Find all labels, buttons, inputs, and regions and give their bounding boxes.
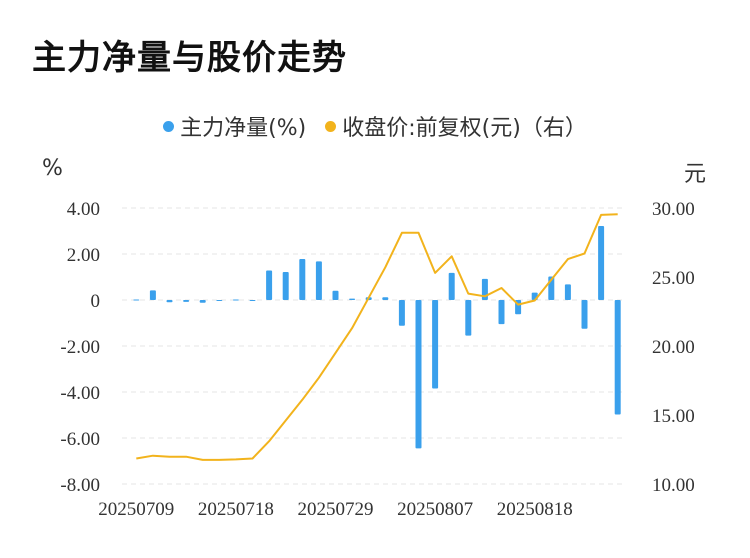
left-tick-label: -4.00 bbox=[60, 383, 100, 404]
bar bbox=[465, 300, 472, 336]
x-axis-ticks: 20250709 20250718 20250729 20250807 20250818 bbox=[98, 499, 572, 520]
legend-dot-bar bbox=[163, 120, 175, 132]
bar bbox=[415, 300, 422, 449]
bar bbox=[216, 300, 223, 301]
right-axis-ticks: 30.00 25.00 20.00 15.00 10.00 bbox=[652, 199, 695, 496]
bar bbox=[315, 261, 322, 300]
bar bbox=[498, 300, 505, 325]
bar bbox=[232, 299, 239, 301]
bar bbox=[564, 284, 571, 300]
right-tick-label: 30.00 bbox=[652, 199, 695, 220]
bar bbox=[332, 290, 339, 300]
bar bbox=[133, 299, 140, 301]
line-series bbox=[136, 213, 618, 461]
bar bbox=[183, 300, 190, 302]
x-tick-label: 20250807 bbox=[397, 499, 473, 520]
legend: 主力净量(%) 收盘价:前复权(元)（右） bbox=[0, 110, 750, 142]
bar bbox=[199, 300, 206, 303]
x-tick-label: 20250718 bbox=[198, 499, 274, 520]
legend-item-close-price[interactable]: 收盘价:前复权(元)（右） bbox=[325, 110, 587, 142]
left-tick-label: 0 bbox=[91, 291, 101, 312]
x-tick-label: 20250709 bbox=[98, 499, 174, 520]
right-tick-label: 20.00 bbox=[652, 337, 695, 358]
left-tick-label: 2.00 bbox=[67, 245, 100, 266]
bar bbox=[149, 290, 156, 300]
left-axis-ticks: 4.00 2.00 0 -2.00 -4.00 -6.00 -8.00 bbox=[60, 199, 100, 496]
bar bbox=[581, 300, 588, 329]
bar bbox=[432, 300, 439, 389]
left-tick-label: 4.00 bbox=[67, 199, 100, 220]
grid-lines bbox=[122, 207, 626, 485]
bar bbox=[249, 300, 256, 301]
bar bbox=[614, 300, 621, 415]
legend-label-close-price: 收盘价:前复权(元)（右） bbox=[342, 116, 587, 141]
x-tick-label: 20250729 bbox=[298, 499, 374, 520]
bar bbox=[598, 225, 605, 300]
bar bbox=[398, 300, 405, 326]
left-tick-label: -6.00 bbox=[60, 429, 100, 450]
bar-series bbox=[133, 225, 621, 449]
right-tick-label: 25.00 bbox=[652, 268, 695, 289]
legend-item-net-volume[interactable]: 主力净量(%) bbox=[163, 110, 306, 142]
bar bbox=[266, 270, 273, 300]
right-tick-label: 10.00 bbox=[652, 475, 695, 496]
left-tick-label: -2.00 bbox=[60, 337, 100, 358]
bar bbox=[282, 271, 289, 300]
bar bbox=[349, 298, 356, 300]
legend-dot-line bbox=[325, 120, 337, 132]
right-tick-label: 15.00 bbox=[652, 406, 695, 427]
chart-title: 主力净量与股价走势 bbox=[32, 38, 347, 78]
bar bbox=[166, 300, 173, 303]
legend-label-net-volume: 主力净量(%) bbox=[180, 116, 307, 141]
bar bbox=[448, 272, 455, 300]
left-tick-label: -8.00 bbox=[60, 475, 100, 496]
left-axis-unit: % bbox=[42, 156, 63, 181]
right-axis-unit: 元 bbox=[684, 162, 707, 187]
x-tick-label: 20250818 bbox=[497, 499, 573, 520]
price-line bbox=[136, 213, 618, 461]
bar bbox=[382, 297, 389, 300]
bar bbox=[299, 259, 306, 300]
